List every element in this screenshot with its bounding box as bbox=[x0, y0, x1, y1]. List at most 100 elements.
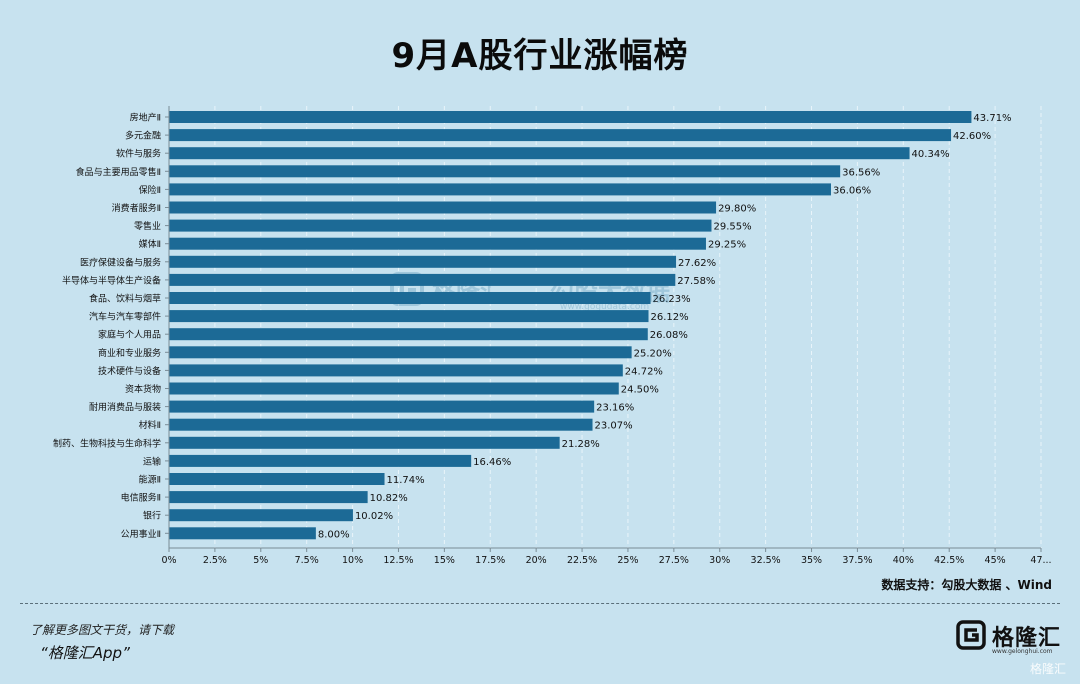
x-tick-label: 25% bbox=[617, 555, 638, 566]
x-tick-label: 2.5% bbox=[203, 555, 227, 566]
value-label: 29.80% bbox=[718, 204, 756, 215]
value-label: 27.62% bbox=[678, 258, 716, 269]
value-label: 24.50% bbox=[621, 385, 659, 396]
category-label: 电信服务Ⅱ bbox=[121, 492, 161, 504]
bar bbox=[169, 509, 353, 522]
value-label: 42.60% bbox=[953, 131, 991, 142]
value-label: 43.71% bbox=[973, 113, 1011, 124]
bar bbox=[169, 364, 623, 377]
category-label: 技术硬件与设备 bbox=[98, 365, 161, 377]
value-label: 36.56% bbox=[842, 167, 880, 178]
value-label: 29.55% bbox=[713, 222, 751, 233]
x-tick-label: 27.5% bbox=[659, 555, 689, 566]
bar bbox=[169, 129, 952, 142]
category-label: 多元金融 bbox=[125, 130, 161, 142]
category-label: 软件与服务 bbox=[116, 148, 161, 160]
x-tick-label: 42.5% bbox=[934, 555, 964, 566]
bar bbox=[169, 273, 676, 286]
bar bbox=[169, 255, 677, 268]
x-tick-label: 35% bbox=[801, 555, 822, 566]
chart-title: 9月A股行业涨幅榜 bbox=[391, 36, 689, 76]
x-tick-label: 37.5% bbox=[842, 555, 872, 566]
x-tick-label: 12.5% bbox=[383, 555, 413, 566]
bar bbox=[169, 165, 841, 178]
bar-chart: 43.71% 42.60%40.34% 36.56% 36.06% 29.80% 29.5… bbox=[53, 106, 1052, 566]
category-label: 汽车与汽车零部件 bbox=[89, 311, 161, 323]
value-label: 8.00% bbox=[318, 529, 350, 540]
category-label: 保险Ⅱ bbox=[139, 184, 161, 196]
grid-lines bbox=[214, 106, 1042, 548]
x-tick-label: 0% bbox=[161, 555, 176, 566]
logo-url: www.gelonghui.com bbox=[992, 648, 1053, 655]
corner-watermark: 格隆汇 bbox=[1029, 662, 1066, 676]
bar bbox=[169, 310, 649, 323]
category-label: 医疗保健设备与服务 bbox=[80, 256, 161, 268]
brand-logo: 格隆汇 www.gelonghui.com bbox=[956, 614, 1066, 660]
data-source: 数据支持：勾股大数据 、Wind bbox=[881, 578, 1052, 592]
category-label: 房地产Ⅱ bbox=[130, 112, 161, 124]
bar bbox=[169, 201, 717, 214]
promo-line-1: 了解更多图文干货，请下载 bbox=[30, 623, 175, 637]
bar bbox=[169, 454, 472, 467]
category-label: 银行 bbox=[143, 510, 161, 522]
x-tick-label: 22.5% bbox=[567, 555, 597, 566]
value-label: 23.16% bbox=[596, 403, 634, 414]
category-label: 能源Ⅱ bbox=[139, 474, 161, 486]
value-label: 29.25% bbox=[708, 240, 746, 251]
value-label: 10.02% bbox=[355, 511, 393, 522]
bar bbox=[169, 436, 560, 449]
value-label: 40.34% bbox=[912, 149, 950, 160]
bar bbox=[169, 400, 595, 413]
bar bbox=[169, 382, 619, 395]
x-tick-label: 20% bbox=[526, 555, 547, 566]
x-tick-label: 40% bbox=[893, 555, 914, 566]
x-tick-label: 5% bbox=[253, 555, 268, 566]
bar bbox=[169, 418, 593, 431]
x-tick-label: 7.5% bbox=[295, 555, 319, 566]
x-tick-label: 45% bbox=[985, 555, 1006, 566]
bar bbox=[169, 473, 385, 485]
category-label: 商业和专业服务 bbox=[98, 347, 161, 359]
category-label: 运输 bbox=[143, 455, 161, 467]
x-tick-label: 47... bbox=[1030, 555, 1051, 566]
category-label: 制药、生物科技与生命科学 bbox=[53, 437, 161, 449]
bar bbox=[169, 328, 648, 341]
value-label: 26.12% bbox=[651, 312, 689, 323]
x-tick-label: 15% bbox=[434, 555, 455, 566]
bar bbox=[169, 111, 972, 123]
category-label: 公用事业Ⅱ bbox=[121, 528, 161, 540]
value-label: 25.20% bbox=[634, 348, 672, 359]
category-label: 家庭与个人用品 bbox=[98, 329, 161, 341]
value-label: 36.06% bbox=[833, 185, 871, 196]
category-label: 耐用消费品与服装 bbox=[89, 401, 161, 413]
category-label: 零售业 bbox=[134, 220, 161, 232]
gelonghui-logo-icon bbox=[956, 620, 986, 650]
value-label: 26.08% bbox=[650, 330, 688, 341]
bar bbox=[169, 346, 632, 359]
category-label: 消费者服务Ⅱ bbox=[112, 202, 161, 214]
x-tick-label: 17.5% bbox=[475, 555, 505, 566]
category-label: 资本货物 bbox=[125, 383, 161, 395]
category-label: 半导体与半导体生产设备 bbox=[62, 274, 161, 286]
value-label: 16.46% bbox=[473, 457, 511, 468]
bars: 43.71% 42.60%40.34% 36.56% 36.06% 29.80% 29.5… bbox=[169, 111, 1012, 540]
bar bbox=[169, 219, 712, 232]
x-tick-label: 10% bbox=[342, 555, 363, 566]
value-label: 26.23% bbox=[653, 294, 691, 305]
value-label: 23.07% bbox=[595, 421, 633, 432]
bar bbox=[169, 183, 831, 196]
category-label: 材料Ⅱ bbox=[139, 419, 161, 431]
promo-line-2: “格隆汇App” bbox=[40, 644, 130, 662]
value-label: 24.72% bbox=[625, 366, 663, 377]
category-label: 食品与主要用品零售Ⅱ bbox=[76, 166, 161, 178]
bar bbox=[169, 147, 910, 160]
category-label: 食品、饮料与烟草 bbox=[89, 293, 161, 305]
x-tick-label: 30% bbox=[709, 555, 730, 566]
x-tick-label: 32.5% bbox=[751, 555, 781, 566]
footer-divider bbox=[20, 603, 1060, 604]
value-label: 21.28% bbox=[562, 439, 600, 450]
bar bbox=[169, 527, 316, 540]
bar bbox=[169, 237, 706, 250]
bar bbox=[169, 491, 368, 504]
